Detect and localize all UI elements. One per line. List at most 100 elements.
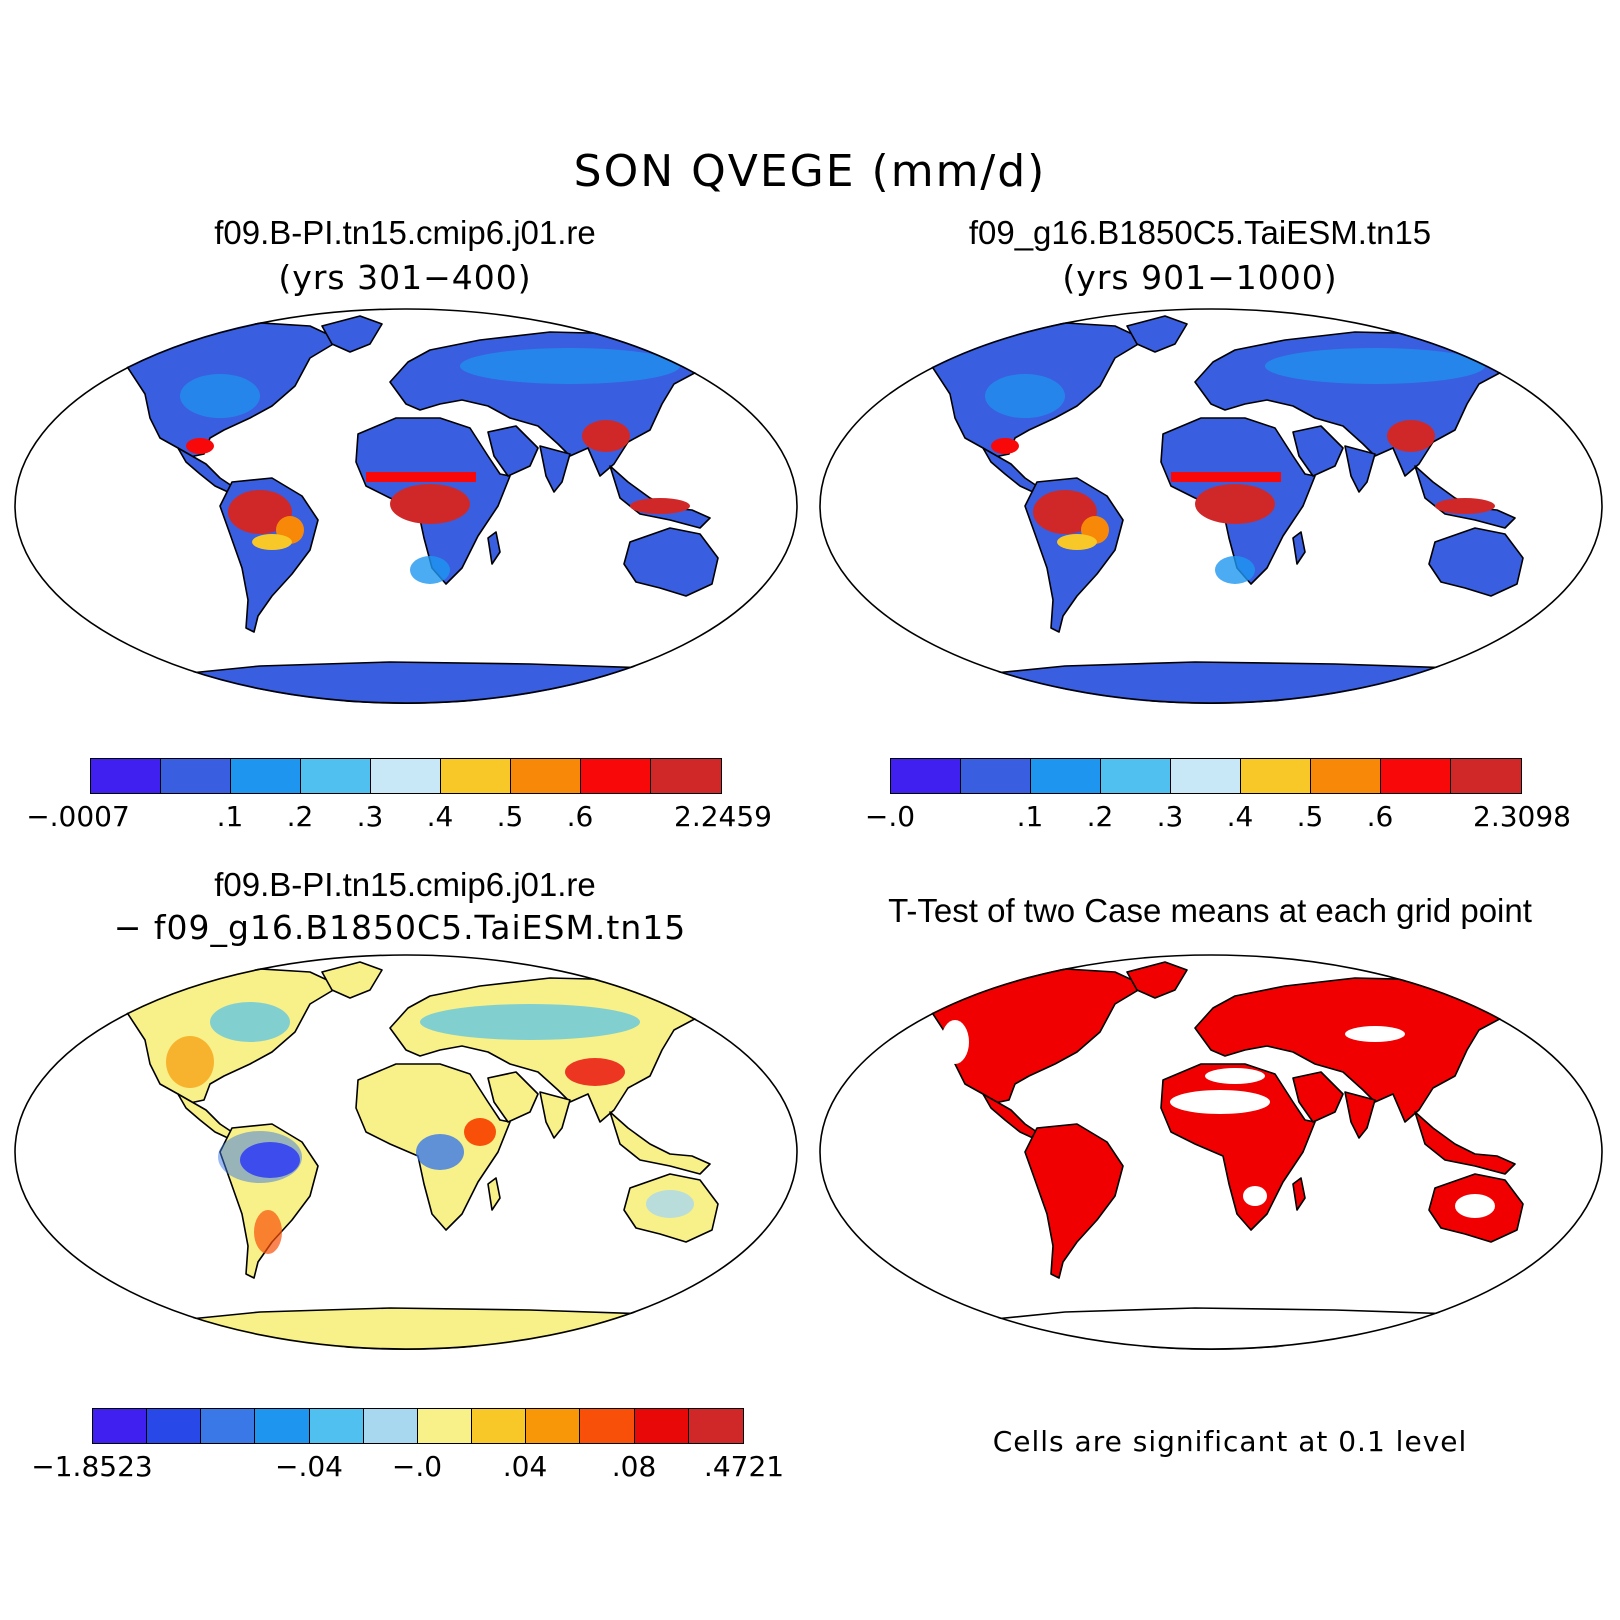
colorbar-swatch [580, 1409, 635, 1443]
landmass-camerica [982, 1093, 1038, 1139]
colorbar-tick-label: .3 [1156, 800, 1184, 833]
colorbar-swatch [510, 759, 581, 793]
colorbar-top-right [890, 758, 1522, 794]
colorbar-swatch [363, 1409, 418, 1443]
colorbar-top-right-labels: −.0 .1 .2 .3 .4 .5 .6 2.3098 [0, 800, 1620, 834]
colorbar-swatch [91, 759, 161, 793]
colorbar-swatch [300, 759, 371, 793]
landmass-africa [1160, 1063, 1316, 1231]
colorbar-tick-label: −.04 [275, 1450, 343, 1483]
colorbar-tick-label: .5 [1296, 800, 1324, 833]
landmass-greenland [1126, 961, 1188, 999]
colorbar-swatch [1240, 759, 1311, 793]
significance-note: Cells are significant at 0.1 level [992, 1425, 1468, 1458]
colorbar-tick-label: 2.3098 [1473, 800, 1571, 833]
colorbar-top-left-labels: −.0007 .1 .2 .3 .4 .5 .6 2.2459 [0, 800, 810, 834]
colorbar-tick-label: .04 [502, 1450, 548, 1483]
landmass-india [539, 1091, 571, 1139]
panel-bl-subtitle: − f09_g16.B1850C5.TaiESM.tn15 [113, 908, 687, 947]
landmass-camerica [177, 1093, 233, 1139]
landmass-seasia [609, 465, 711, 529]
colorbar-swatch [147, 1409, 202, 1443]
colorbar-tick-label: .1 [216, 800, 244, 833]
landmass-australia [623, 527, 719, 597]
colorbar-swatch [1170, 759, 1241, 793]
colorbar-swatch [1450, 759, 1521, 793]
colorbar-swatch [160, 759, 231, 793]
colorbar-swatch [1030, 759, 1101, 793]
colorbar-tick-label: .4 [1226, 800, 1254, 833]
colorbar-swatch [650, 759, 721, 793]
map-bottom-right [815, 952, 1607, 1352]
colorbar-bottom-left [92, 1408, 744, 1444]
colorbar-tick-label: .3 [356, 800, 384, 833]
panel-tl-subtitle: (yrs 301−400) [278, 258, 532, 297]
figure-title: SON QVEGE (mm/d) [573, 146, 1047, 197]
panel-tl-title: f09.B-PI.tn15.cmip6.j01.re [214, 214, 596, 251]
landmass-greenland [321, 315, 383, 353]
landmass-greenland [321, 961, 383, 999]
colorbar-swatch [255, 1409, 310, 1443]
landmass-camerica [177, 447, 233, 493]
map-bottom-left [10, 952, 802, 1352]
colorbar-tick-label: .1 [1016, 800, 1044, 833]
colorbar-swatch [93, 1409, 148, 1443]
landmass-seasia [1414, 1111, 1516, 1175]
landmass-india [1344, 445, 1376, 493]
colorbar-swatch [230, 759, 301, 793]
landmass-seasia [1414, 465, 1516, 529]
colorbar-swatch [891, 759, 961, 793]
colorbar-swatch [526, 1409, 581, 1443]
colorbar-tick-label: .08 [611, 1450, 657, 1483]
landmass-samerica [1024, 1123, 1124, 1279]
colorbar-swatch [417, 1409, 473, 1443]
colorbar-swatch [201, 1409, 256, 1443]
colorbar-tick-label: .6 [1366, 800, 1394, 833]
colorbar-swatch [580, 759, 651, 793]
map-top-left [10, 306, 802, 706]
colorbar-swatch [960, 759, 1031, 793]
landmass-madagascar [1292, 531, 1306, 565]
landmass-arabia [1292, 1071, 1344, 1123]
colorbar-tick-label: .4721 [703, 1450, 785, 1483]
colorbar-tick-label: −.0 [864, 800, 916, 833]
panel-tr-subtitle: (yrs 901−1000) [1062, 258, 1338, 297]
colorbar-tick-label: −1.8523 [31, 1450, 153, 1483]
landmass-australia [1428, 527, 1524, 597]
colorbar-swatch [688, 1409, 743, 1443]
landmass-arabia [487, 1071, 539, 1123]
colorbar-tick-label: 2.2459 [674, 800, 772, 833]
colorbar-swatch [1380, 759, 1451, 793]
landmass-madagascar [487, 531, 501, 565]
colorbar-tick-label: .5 [496, 800, 524, 833]
colorbar-swatch [634, 1409, 689, 1443]
panel-tr-title: f09_g16.B1850C5.TaiESM.tn15 [968, 214, 1432, 251]
colorbar-swatch [472, 1409, 527, 1443]
colorbar-tick-label: −.0 [391, 1450, 443, 1483]
colorbar-top-left [90, 758, 722, 794]
colorbar-tick-label: .2 [286, 800, 314, 833]
colorbar-tick-label: .6 [566, 800, 594, 833]
colorbar-swatch [1310, 759, 1381, 793]
colorbar-swatch [309, 1409, 364, 1443]
landmass-india [539, 445, 571, 493]
landmass-india [1344, 1091, 1376, 1139]
landmass-madagascar [1292, 1177, 1306, 1211]
landmass-eurasia [1194, 977, 1528, 1123]
colorbar-swatch [440, 759, 511, 793]
colorbar-swatch [370, 759, 441, 793]
panel-bl-title: f09.B-PI.tn15.cmip6.j01.re [214, 866, 596, 903]
colorbar-tick-label: .2 [1086, 800, 1114, 833]
landmass-arabia [1292, 425, 1344, 477]
panel-br-title: T-Test of two Case means at each grid po… [888, 892, 1532, 929]
colorbar-tick-label: −.0007 [26, 800, 130, 833]
map-top-right [815, 306, 1607, 706]
landmass-arabia [487, 425, 539, 477]
colorbar-swatch [1100, 759, 1171, 793]
landmass-madagascar [487, 1177, 501, 1211]
landmass-seasia [609, 1111, 711, 1175]
landmass-greenland [1126, 315, 1188, 353]
landmass-camerica [982, 447, 1038, 493]
colorbar-bottom-left-labels: −1.8523 −.04 −.0 .04 .08 .4721 [0, 1450, 810, 1484]
colorbar-tick-label: .4 [426, 800, 454, 833]
